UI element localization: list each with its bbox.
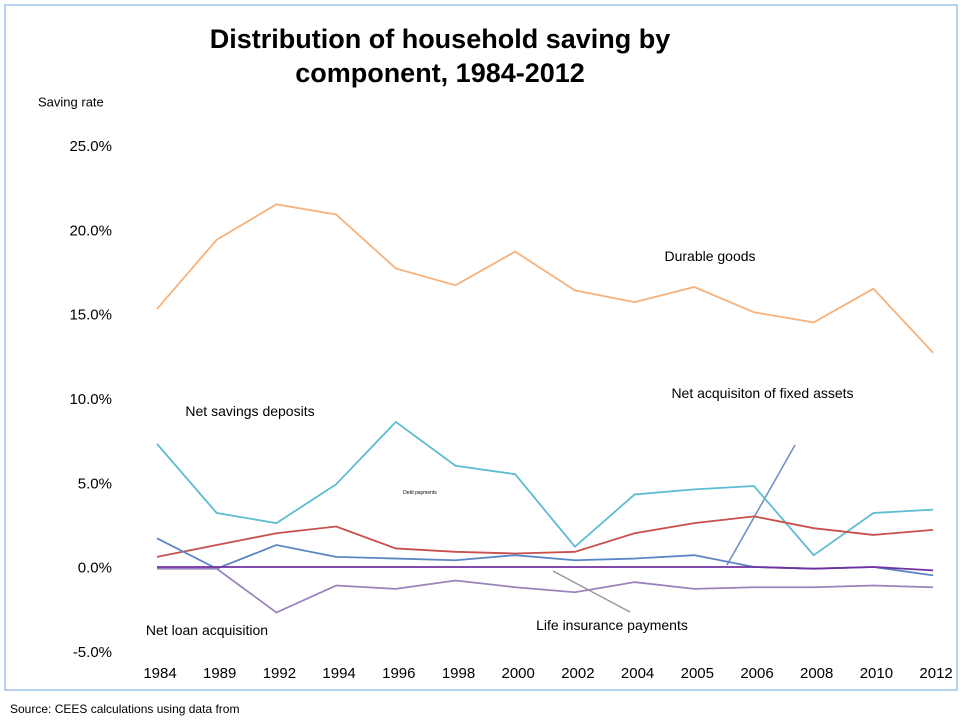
series-line xyxy=(156,420,934,557)
x-tick-label: 2006 xyxy=(740,665,773,682)
series-line xyxy=(157,567,934,614)
y-tick-label: 15.0% xyxy=(69,307,112,324)
series-annotation: Net loan acquisition xyxy=(145,622,269,638)
series-line xyxy=(156,515,934,558)
chart-title: Distribution of household saving by comp… xyxy=(209,24,671,88)
x-tick-label: 2002 xyxy=(561,665,594,682)
y-tick-label: 20.0% xyxy=(69,222,112,239)
source-note: Source: CEES calculations using data fro… xyxy=(10,702,239,716)
x-tick-label: 2012 xyxy=(919,665,952,682)
y-tick-label: 5.0% xyxy=(78,475,112,492)
x-tick-label: 2004 xyxy=(621,665,654,682)
x-tick-label: 1992 xyxy=(263,665,296,682)
y-tick-label: 0.0% xyxy=(78,560,112,577)
series-line xyxy=(156,203,934,354)
series-line xyxy=(156,537,934,577)
y-tick-label: 25.0% xyxy=(69,138,112,155)
y-axis-label: Saving rate xyxy=(38,94,104,109)
series-annotation: Life insurance payments xyxy=(536,617,688,633)
series-annotation: Net acquisiton of fixed assets xyxy=(671,385,854,401)
y-tick-label: 10.0% xyxy=(69,391,112,408)
x-tick-label: 1984 xyxy=(143,665,176,682)
leader-line xyxy=(552,570,631,613)
series-annotation: Debt payments xyxy=(403,490,437,496)
x-tick-label: 1994 xyxy=(322,665,355,682)
y-tick-label: -5.0% xyxy=(73,644,112,661)
chart-frame xyxy=(4,4,958,691)
x-tick-label: 2000 xyxy=(502,665,535,682)
x-tick-label: 1989 xyxy=(203,665,236,682)
x-tick-label: 1996 xyxy=(382,665,415,682)
x-tick-label: 2008 xyxy=(800,665,833,682)
leader-line xyxy=(726,444,796,566)
x-tick-label: 2005 xyxy=(681,665,714,682)
series-annotation: Net savings deposits xyxy=(185,403,315,419)
series-annotation: Durable goods xyxy=(664,248,756,264)
x-tick-label: 1998 xyxy=(442,665,475,682)
series-line xyxy=(157,566,934,572)
x-tick-label: 2010 xyxy=(860,665,893,682)
